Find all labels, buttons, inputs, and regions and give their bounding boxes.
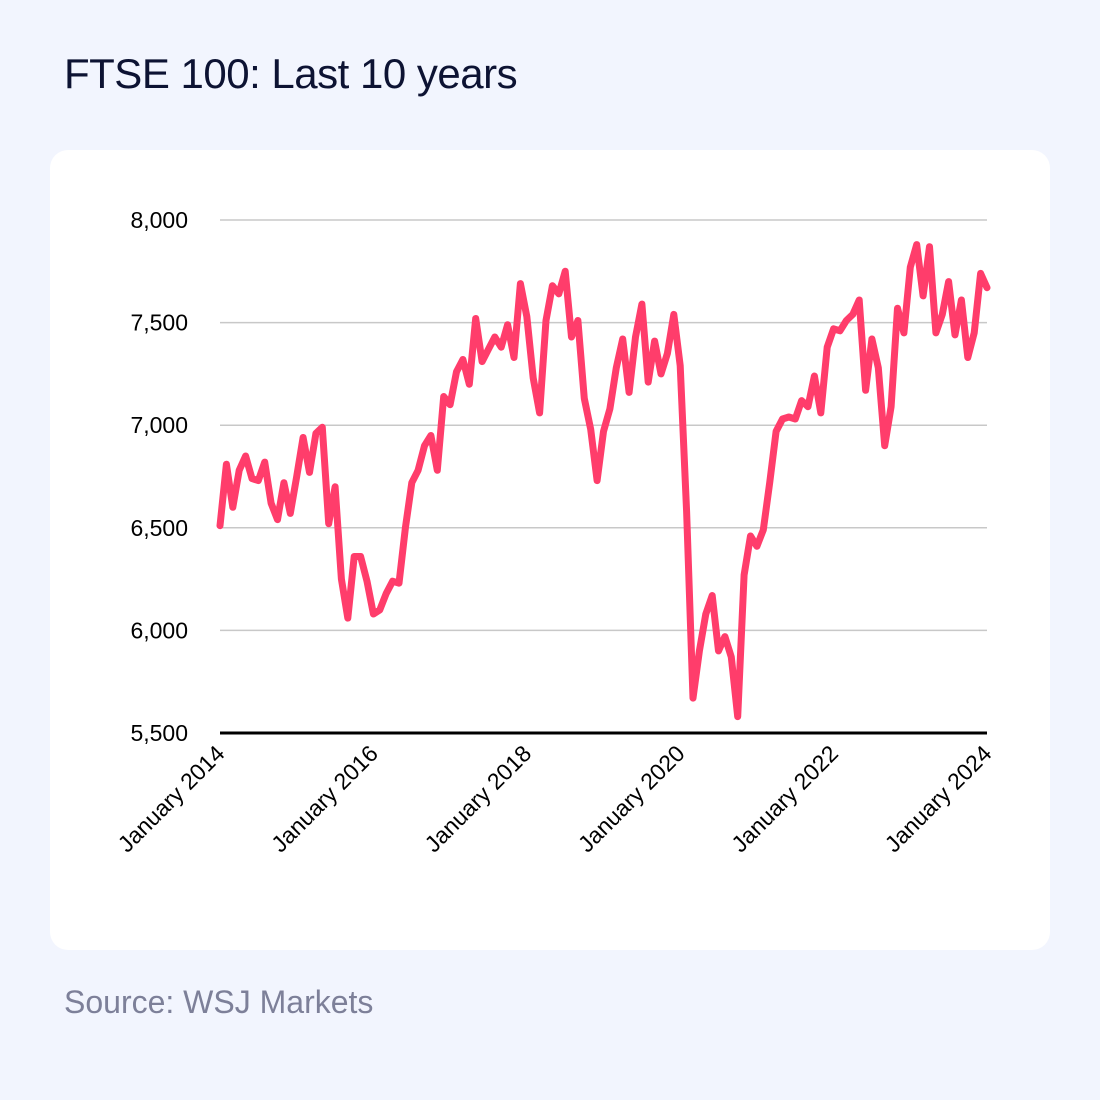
chart-title: FTSE 100: Last 10 years	[64, 50, 518, 97]
y-tick-label: 7,000	[130, 412, 188, 438]
x-axis-ticks: January 2014 January 2016 January 2018 Janu…	[113, 740, 997, 857]
y-tick-label: 8,000	[130, 207, 188, 233]
x-tick-label: January 2022	[726, 740, 843, 857]
x-tick-label: January 2020	[573, 740, 690, 857]
y-tick-label: 6,000	[130, 617, 188, 643]
x-tick-label: January 2018	[419, 740, 536, 857]
chart-card: 8,000 7,500 7,000 6,500 6,000 5,500 January 2…	[50, 150, 1050, 950]
ftse-series-line	[216, 241, 991, 721]
x-tick-label: January 2024	[880, 740, 997, 857]
ftse-line-chart: 8,000 7,500 7,000 6,500 6,000 5,500 January 2…	[113, 207, 997, 857]
y-tick-label: 7,500	[130, 310, 188, 336]
x-tick-label: January 2016	[266, 740, 383, 857]
y-axis-ticks: 8,000 7,500 7,000 6,500 6,000 5,500	[130, 207, 188, 746]
x-tick-label: January 2014	[113, 740, 230, 857]
y-tick-label: 5,500	[130, 720, 188, 746]
y-tick-label: 6,500	[130, 515, 188, 541]
source-note: Source: WSJ Markets	[64, 984, 374, 1020]
